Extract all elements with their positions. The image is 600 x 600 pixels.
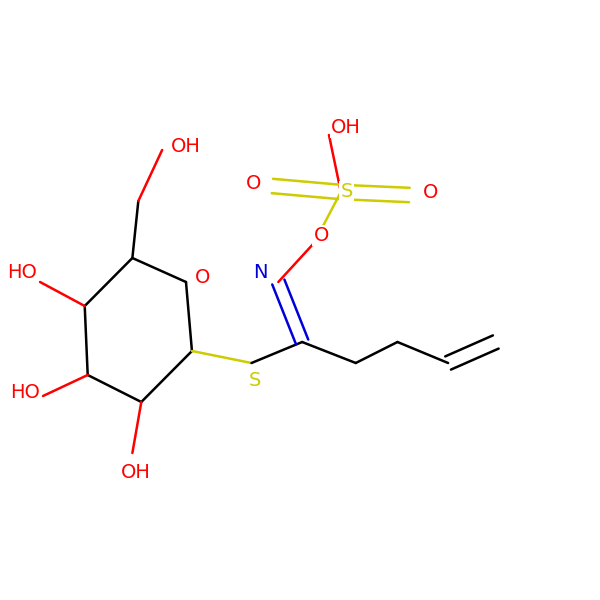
- Text: OH: OH: [331, 118, 361, 137]
- Text: HO: HO: [7, 263, 37, 283]
- Text: O: O: [195, 268, 211, 287]
- Text: N: N: [253, 263, 268, 283]
- Text: HO: HO: [10, 383, 40, 403]
- Text: OH: OH: [121, 463, 150, 482]
- Text: O: O: [314, 226, 329, 245]
- Text: OH: OH: [171, 137, 201, 157]
- Text: O: O: [245, 174, 261, 193]
- Text: S: S: [341, 182, 353, 202]
- Text: S: S: [248, 371, 260, 391]
- Text: O: O: [422, 183, 438, 202]
